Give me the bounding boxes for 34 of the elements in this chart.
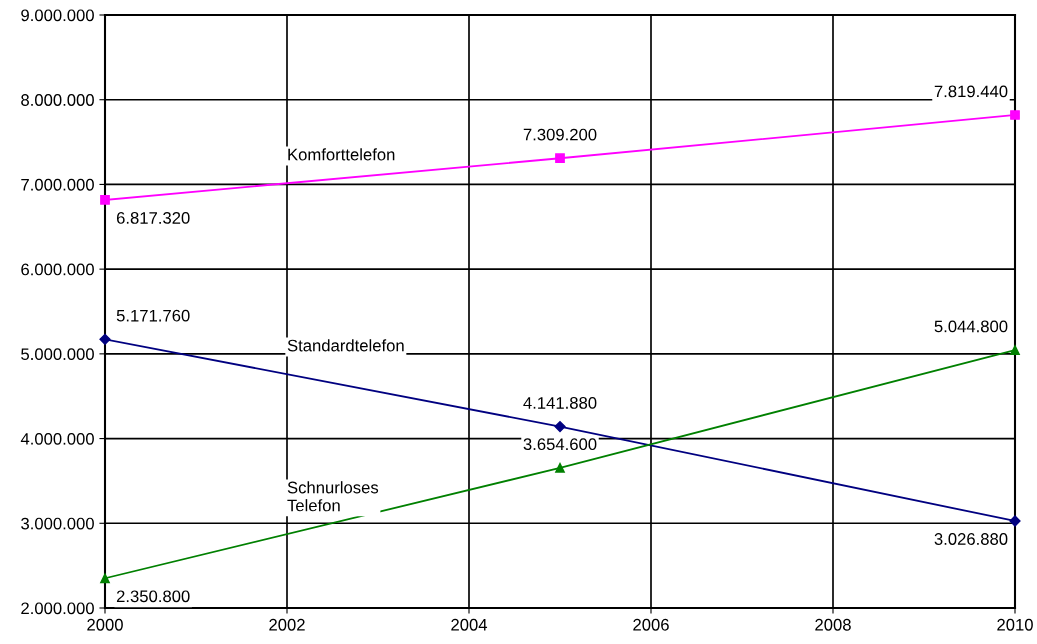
x-tick-label: 2008 [815, 618, 851, 631]
data-label: 6.817.320 [116, 212, 190, 224]
x-tick-label: 2004 [451, 618, 488, 631]
y-tick-label: 8.000.000 [21, 94, 94, 106]
series-label: Komforttelefon [288, 148, 395, 161]
point [554, 420, 566, 433]
point [100, 195, 110, 205]
y-tick-label: 4.000.000 [20, 432, 94, 445]
point [99, 333, 111, 345]
data-label: 4.141.880 [523, 397, 597, 409]
y-tick-label: 5.000.000 [21, 348, 94, 361]
y-tick-label: 3.000.000 [21, 517, 94, 530]
y-tick-label: 9.000.000 [21, 9, 94, 22]
series-label: Standardtelefon [287, 339, 404, 352]
series-label: Schnurloses Telefon [287, 481, 379, 512]
data-label: 2.350.800 [116, 590, 190, 603]
y-tick-label: 7.000.000 [21, 178, 94, 191]
data-label: 3.654.600 [523, 438, 597, 451]
x-tick-label: 2010 [997, 618, 1033, 631]
x-tick-label: 2000 [87, 618, 123, 631]
point [1010, 110, 1020, 120]
point [100, 573, 110, 584]
x-tick-label: 2002 [269, 618, 305, 631]
point [1010, 345, 1020, 355]
point [555, 153, 565, 164]
y-tick-label: 6.000.000 [21, 263, 94, 276]
point [555, 462, 565, 473]
y-tick-label: 2.000.000 [21, 602, 94, 615]
data-label: 7.819.440 [934, 85, 1008, 98]
x-tick-label: 2006 [633, 618, 669, 631]
data-label: 7.309.200 [523, 128, 597, 141]
data-label: 5.044.800 [934, 320, 1008, 333]
data-label: 5.171.760 [116, 309, 190, 322]
data-label: 3.026.880 [934, 533, 1008, 545]
